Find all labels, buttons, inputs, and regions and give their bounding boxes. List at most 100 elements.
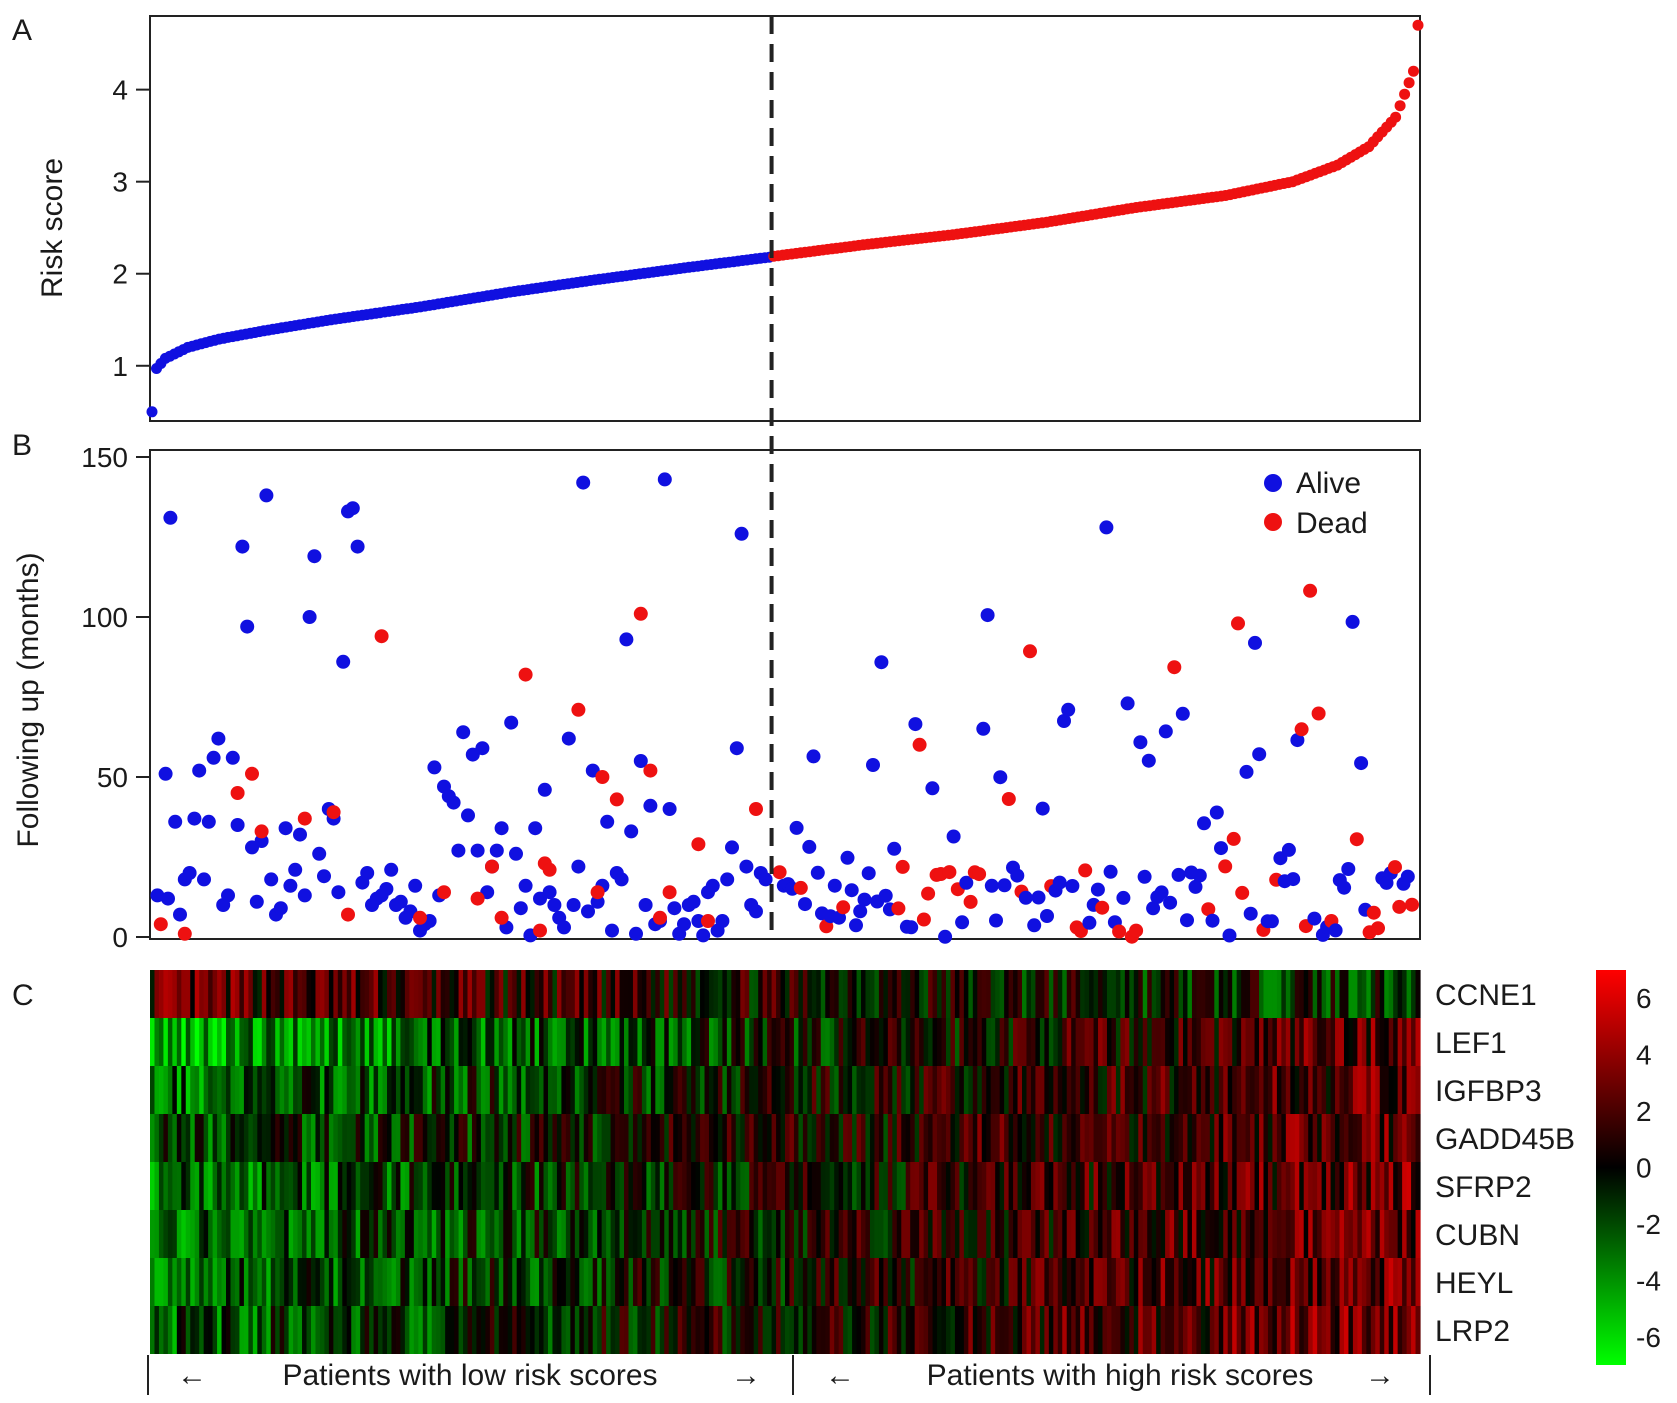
heatmap-cell	[1272, 1162, 1278, 1210]
heatmap-cell	[740, 1210, 746, 1258]
follow-point-dead	[891, 901, 906, 916]
heatmap-cell	[154, 1114, 160, 1162]
heatmap-cell	[1053, 1066, 1059, 1114]
heatmap-cell	[708, 1018, 715, 1066]
heatmap-cell	[1406, 1018, 1412, 1066]
heatmap-cell	[1178, 1210, 1184, 1258]
heatmap-cell	[995, 1066, 1001, 1114]
heatmap-cell	[539, 1114, 545, 1162]
heatmap-cell	[297, 1162, 303, 1210]
heatmap-cell	[905, 1306, 911, 1354]
heatmap-cell	[158, 1306, 165, 1354]
heatmap-cell	[485, 1162, 491, 1210]
heatmap-cell	[355, 1210, 361, 1258]
heatmap-cell	[319, 1162, 325, 1210]
heatmap-cell	[1053, 970, 1059, 1018]
heatmap-cell	[217, 1066, 223, 1114]
heatmap-cell	[592, 1258, 598, 1306]
heatmap-cell	[1035, 1066, 1041, 1114]
heatmap-cell	[266, 1066, 272, 1114]
heatmap-cell	[641, 1210, 647, 1258]
heatmap-cell	[700, 1306, 706, 1354]
heatmap-cell	[480, 1162, 486, 1210]
heatmap-cell	[404, 1210, 410, 1258]
heatmap-cell	[203, 1306, 209, 1354]
heatmap-cell	[990, 1258, 996, 1306]
heatmap-cell	[1366, 1210, 1372, 1258]
heatmap-cell	[217, 970, 223, 1018]
heatmap-cell	[463, 1210, 469, 1258]
follow-point-dead	[153, 917, 168, 932]
heatmap-cell	[695, 1114, 701, 1162]
heatmap-cell	[208, 1018, 214, 1066]
heatmap-cell	[1111, 1258, 1117, 1306]
heatmap-cell	[731, 1018, 737, 1066]
heatmap-cell	[1299, 1210, 1305, 1258]
follow-point-dead	[590, 885, 605, 900]
heatmap-cell	[284, 1306, 290, 1354]
heatmap-cell	[176, 1258, 182, 1306]
heatmap-cell	[427, 1114, 433, 1162]
heatmap-cell	[977, 1066, 983, 1114]
heatmap-cell	[1138, 1306, 1144, 1354]
heatmap-cell	[422, 970, 428, 1018]
heatmap-cell	[1106, 1018, 1113, 1066]
heatmap-cell	[360, 1210, 366, 1258]
heatmap-cell	[632, 1066, 639, 1114]
heatmap-cell	[901, 1066, 907, 1114]
risk-point-high	[1394, 100, 1406, 112]
heatmap-cell	[181, 1066, 187, 1114]
heatmap-cell	[838, 1114, 844, 1162]
heatmap-cell	[968, 1018, 974, 1066]
heatmap-cell	[436, 1018, 442, 1066]
heatmap-cell	[628, 1258, 634, 1306]
heatmap-cell	[1178, 970, 1184, 1018]
heatmap-cell	[190, 1306, 196, 1354]
heatmap-cell	[275, 1210, 281, 1258]
heatmap-cell	[226, 1306, 232, 1354]
heatmap-cell	[1370, 1018, 1376, 1066]
heatmap-cell	[1138, 1210, 1144, 1258]
follow-point-alive	[844, 883, 859, 898]
heatmap-cell	[1133, 1018, 1139, 1066]
heatmap-cell	[677, 1210, 683, 1258]
heatmap-cell	[217, 1258, 223, 1306]
heatmap-cell	[941, 1162, 947, 1210]
heatmap-cell	[1312, 1114, 1318, 1162]
heatmap-cell	[798, 1162, 804, 1210]
heatmap-cell	[1245, 1114, 1251, 1162]
heatmap-cell	[288, 1114, 294, 1162]
heatmap-cell	[785, 1210, 791, 1258]
heatmap-cell	[525, 1018, 531, 1066]
follow-point-alive	[192, 763, 207, 778]
panel-letter-a: A	[12, 14, 32, 47]
heatmap-cell	[1138, 1258, 1144, 1306]
heatmap-cell	[454, 1210, 460, 1258]
heatmap-cell	[436, 1306, 442, 1354]
heatmap-cell	[1080, 1114, 1086, 1162]
heatmap-cell	[619, 970, 625, 1018]
heatmap-cell	[512, 1306, 518, 1354]
heatmap-cell	[458, 1210, 464, 1258]
heatmap-cell	[570, 1306, 576, 1354]
heatmap-cell	[1388, 1162, 1394, 1210]
heatmap-cell	[999, 970, 1005, 1018]
heatmap-cell	[601, 1018, 607, 1066]
heatmap-cell	[485, 1018, 491, 1066]
follow-point-alive	[691, 914, 706, 928]
follow-point-alive	[379, 882, 394, 896]
gene-label-cubn: CUBN	[1435, 1219, 1520, 1252]
heatmap-cell	[333, 1162, 339, 1210]
heatmap-cell	[767, 1018, 773, 1066]
heatmap-cell	[1200, 1066, 1206, 1114]
heatmap-cell	[1397, 1162, 1403, 1210]
heatmap-cell	[395, 1210, 402, 1258]
colorbar-tick-label: 2	[1636, 1096, 1652, 1127]
heatmap-cell	[807, 970, 813, 1018]
heatmap-cell	[556, 1258, 563, 1306]
heatmap-cell	[203, 1114, 209, 1162]
heatmap-cell	[1187, 1018, 1193, 1066]
heatmap-cell	[1299, 1306, 1305, 1354]
heatmap-cell	[1308, 1210, 1314, 1258]
heatmap-cell	[655, 1114, 661, 1162]
